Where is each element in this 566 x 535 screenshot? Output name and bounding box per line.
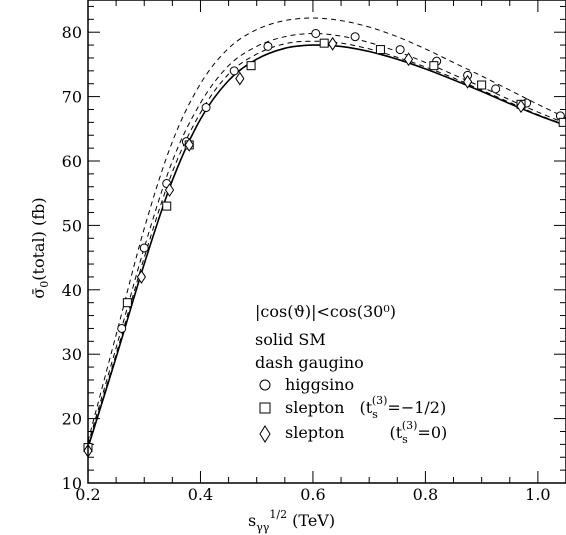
- legend-diamond-marker: [259, 425, 271, 443]
- higgsino-point: [117, 323, 127, 333]
- slepton-half-point: [246, 61, 256, 71]
- y-tick-label: 70: [62, 88, 82, 107]
- legend-circle-marker: [259, 379, 271, 391]
- y-tick-label: 40: [62, 281, 82, 300]
- y-tick-label: 30: [62, 345, 82, 364]
- legend-slepton-1: slepton (ts(3)=−1/2): [285, 394, 446, 421]
- legend-slepton-2-prefix: slepton: [285, 423, 344, 442]
- x-tick-label: 0.2: [75, 485, 100, 504]
- y-tick-label: 60: [62, 152, 82, 171]
- legend: solid SM dash gaugino higgsino slepton (…: [255, 330, 447, 446]
- markers: [83, 28, 566, 458]
- slepton-zero-point: [516, 99, 526, 114]
- axis-ticks: [87, 0, 566, 484]
- higgsino-point: [139, 243, 149, 253]
- x-tick-label: 0.6: [300, 485, 325, 504]
- higgsino-point: [201, 103, 211, 113]
- legend-slepton-1-suffix: =−1/2): [387, 398, 446, 417]
- higgsino-point: [491, 84, 501, 94]
- angle-cut-annotation: |cos(ϑ)|<cos(30⁰): [255, 302, 396, 321]
- higgsino-point: [263, 41, 273, 51]
- slepton-half-point: [558, 117, 566, 127]
- slepton-half-point: [319, 38, 329, 48]
- slepton-zero-point: [403, 52, 414, 67]
- higgsino-point: [311, 28, 321, 38]
- slepton-half-point: [122, 298, 132, 308]
- slepton-half-point: [375, 45, 385, 55]
- slepton-zero-point: [136, 270, 147, 284]
- slepton-zero-point: [235, 71, 245, 86]
- legend-square-marker: [259, 402, 271, 414]
- slepton-zero-point: [328, 36, 338, 51]
- higgsino-point: [395, 45, 405, 55]
- series-line-sm: [87, 44, 566, 448]
- legend-dash: dash gaugino: [255, 353, 364, 372]
- slepton-zero-point: [164, 183, 175, 197]
- tick-labels: 0.2 0.4 0.6 0.8 1.0 10 20 30 40 50 60 70 80: [62, 23, 551, 504]
- legend-slepton-2-suffix: =0): [417, 423, 447, 442]
- x-axis-label: sγγ1/2 (TeV): [248, 508, 335, 534]
- x-tick-label: 0.4: [188, 485, 213, 504]
- slepton-zero-point: [184, 137, 194, 152]
- legend-higgsino: higgsino: [285, 375, 354, 394]
- y-tick-label: 20: [62, 410, 82, 429]
- series-line-gaugino: [87, 17, 566, 442]
- slepton-half-point: [162, 201, 172, 211]
- y-tick-label: 50: [62, 216, 82, 235]
- slepton-half-point: [477, 80, 487, 90]
- y-axis-label: σ̄0(total) (fb): [29, 197, 51, 298]
- x-tick-label: 0.8: [413, 485, 438, 504]
- legend-solid: solid SM: [255, 330, 326, 349]
- slepton-half-point: [429, 61, 439, 71]
- y-tick-label: 10: [62, 474, 82, 493]
- legend-slepton-1-prefix: slepton: [285, 398, 344, 417]
- plot-frame: [87, 0, 566, 484]
- higgsino-point: [350, 32, 360, 42]
- slepton-zero-point: [462, 74, 473, 89]
- series-line-gaugino-3: [87, 40, 566, 447]
- y-tick-label: 80: [62, 23, 82, 42]
- legend-slepton-2: slepton (ts(3)=0): [285, 419, 447, 446]
- higgsino-point: [229, 66, 239, 76]
- x-tick-label: 1.0: [525, 485, 550, 504]
